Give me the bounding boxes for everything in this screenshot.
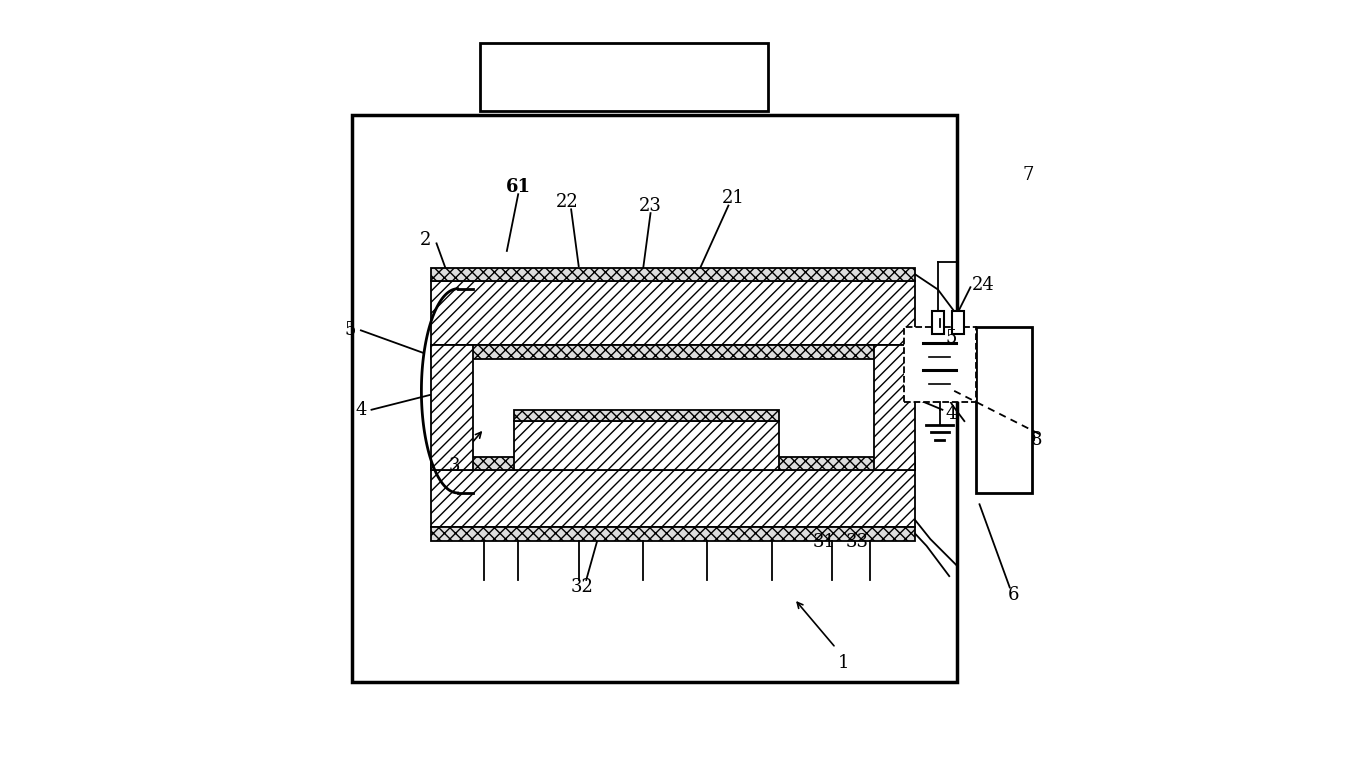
Text: 61: 61 <box>505 178 531 196</box>
Bar <box>431 281 915 345</box>
Text: 21: 21 <box>722 189 745 207</box>
Text: 4: 4 <box>355 401 367 419</box>
Bar <box>976 326 1032 493</box>
Text: 24: 24 <box>972 276 995 294</box>
Bar <box>904 326 976 402</box>
Text: 4: 4 <box>945 405 956 423</box>
Bar <box>515 421 779 471</box>
Text: 32: 32 <box>571 578 594 597</box>
Text: 33: 33 <box>845 533 868 551</box>
Text: 1: 1 <box>838 654 849 672</box>
Text: 2: 2 <box>420 231 432 249</box>
Bar <box>481 43 768 111</box>
Bar <box>431 268 915 281</box>
Text: 23: 23 <box>639 197 662 215</box>
Bar <box>932 311 944 334</box>
Text: 5: 5 <box>345 321 356 339</box>
Text: 3: 3 <box>448 458 459 475</box>
Bar <box>431 471 915 527</box>
Text: 6: 6 <box>1007 586 1020 604</box>
Bar <box>431 345 915 359</box>
Bar <box>431 457 915 471</box>
Bar <box>952 311 964 334</box>
Bar <box>515 410 779 421</box>
Text: 22: 22 <box>556 193 578 211</box>
Bar <box>431 527 915 540</box>
Text: 31: 31 <box>812 533 835 551</box>
Text: 8: 8 <box>1030 431 1043 449</box>
Bar <box>352 115 957 682</box>
Bar <box>431 345 473 471</box>
Bar <box>873 345 915 471</box>
Text: 7: 7 <box>1024 166 1034 184</box>
Text: 5: 5 <box>945 329 956 347</box>
